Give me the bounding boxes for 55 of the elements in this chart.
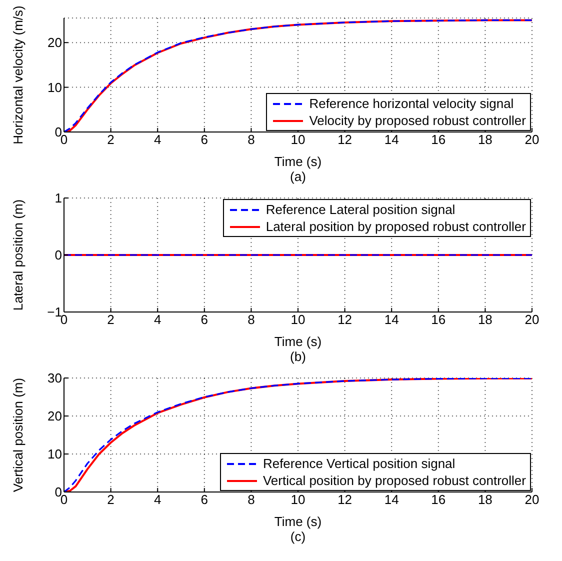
legend-label: Reference Lateral position signal [266,201,456,218]
x-axis-title: Time (s) [273,514,323,529]
x-axis-title: Time (s) [273,334,323,349]
x-tick-label: 16 [431,492,446,508]
x-tick-label: 2 [107,492,114,508]
x-tick-label: 8 [248,492,255,508]
y-tick-label: −1 [47,304,62,320]
x-tick-label: 8 [248,132,255,148]
x-tick-label: 18 [478,312,492,328]
y-tick-label: 10 [48,446,62,462]
x-tick-label: 20 [524,132,540,148]
y-tick-label: 10 [48,80,62,95]
x-tick-label: 6 [200,492,208,508]
legend-label: Reference Vertical position signal [262,455,456,472]
x-tick-label: 18 [478,132,492,148]
y-axis-title: Horizontal velocity (m/s) [10,6,26,144]
x-tick-label: 10 [290,132,306,148]
x-tick-label: 2 [107,312,114,328]
legend-label: Vertical position by proposed robust controller [262,472,526,489]
text: (b) [289,349,307,364]
x-tick-label: 10 [290,492,306,508]
legend-label: Lateral position by proposed robust controller [266,218,526,235]
line-series [64,378,532,492]
x-tick-label: 4 [154,132,162,148]
y-tick-label: 20 [48,408,62,424]
x-tick-label: 4 [154,492,162,508]
x-tick-label: 8 [248,312,255,328]
legend-label: Reference horizontal velocity signal [309,95,514,112]
text: (a) [289,169,307,184]
x-tick-label: 2 [107,132,114,148]
x-tick-label: 14 [384,132,399,148]
x-axis-title: Time (s) [273,154,323,169]
y-tick-label: 1 [54,190,62,206]
x-tick-label: 18 [478,492,492,508]
x-tick-label: 12 [338,312,352,328]
x-tick-label: 6 [200,132,208,148]
y-tick-label: 20 [48,35,62,50]
y-axis-title: Vertical position (m) [10,378,26,492]
x-tick-label: 12 [338,132,352,148]
x-tick-label: 16 [431,312,446,328]
x-tick-label: 12 [338,492,352,508]
x-tick-label: 14 [384,312,399,328]
legend-label: Velocity by proposed robust controller [309,112,526,129]
text: (c) [289,529,307,544]
x-tick-label: 16 [431,132,446,148]
x-tick-label: 14 [384,492,399,508]
x-tick-label: 20 [524,492,540,508]
y-axis-title: Lateral position (m) [10,199,26,311]
line-series [64,19,532,132]
x-tick-label: 20 [524,312,540,328]
x-tick-label: 10 [290,312,306,328]
x-tick-label: 6 [200,312,208,328]
y-tick-label: 30 [48,370,62,386]
y-tick-label: 0 [54,248,62,263]
x-tick-label: 4 [154,312,162,328]
